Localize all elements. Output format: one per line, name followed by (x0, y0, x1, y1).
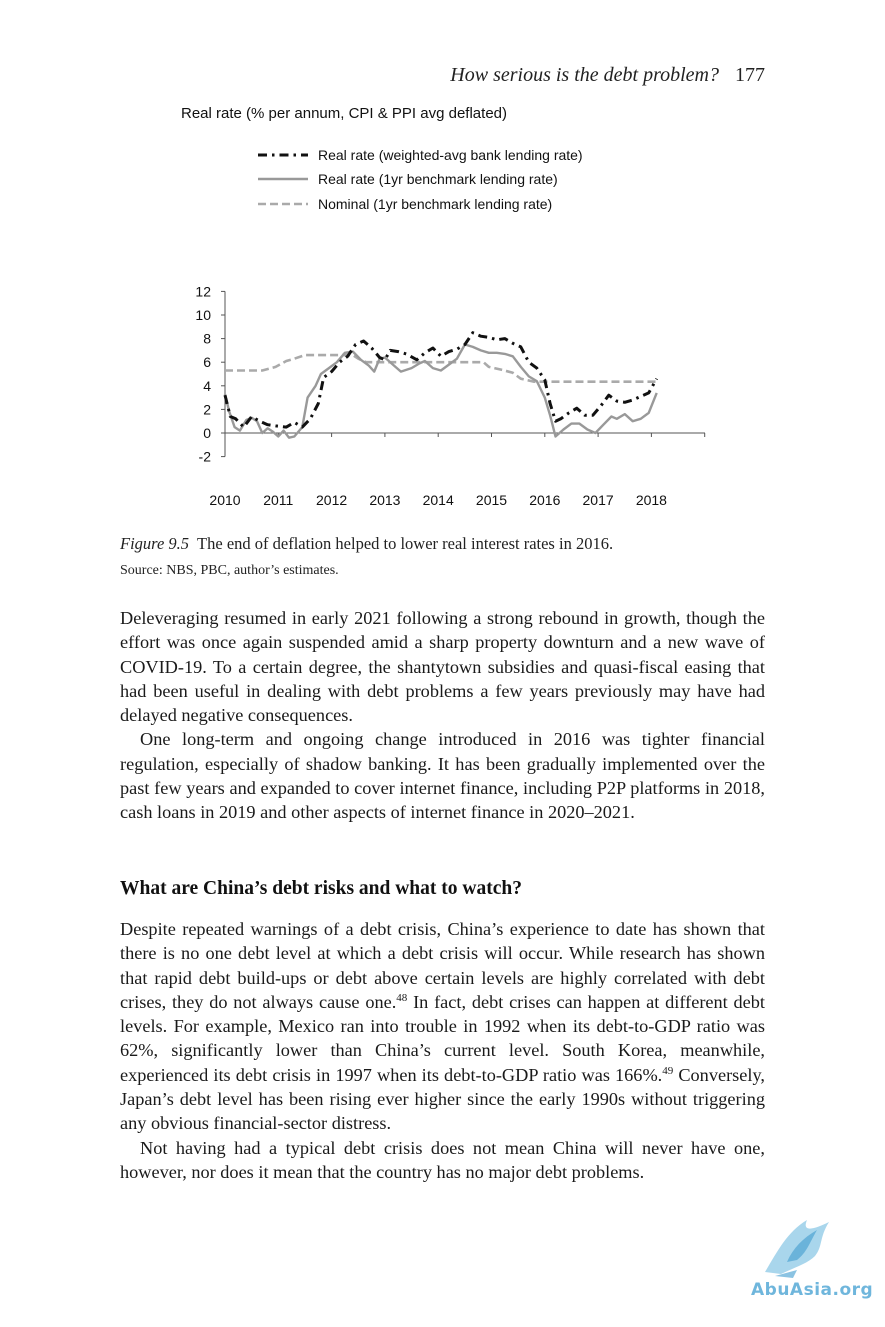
series-line-2 (223, 343, 658, 439)
y-tick-label: 10 (195, 307, 211, 323)
running-title: How serious is the debt problem? (450, 64, 719, 86)
paragraph-3: Despite repeated warnings of a debt cris… (120, 917, 765, 1136)
footnote-ref-48[interactable]: 48 (396, 991, 408, 1004)
y-tick-label: 8 (203, 331, 211, 347)
watermark: AbuAsia.org (745, 1212, 885, 1317)
body-text-upper: Deleveraging resumed in early 2021 follo… (120, 606, 765, 825)
running-head: How serious is the debt problem? 177 (120, 64, 765, 87)
figure-label: Figure 9.5 (120, 534, 190, 553)
y-tick-label: 2 (203, 401, 211, 417)
real-rate-line-chart: 12 10 8 6 4 2 0 -2 2010 2011 2012 2013 2014 2015 2016 2… (195, 147, 706, 508)
bird-logo-icon (765, 1220, 829, 1278)
footnote-ref-49[interactable]: 49 (662, 1064, 674, 1077)
y-tick-label: 12 (195, 283, 211, 299)
x-tick-label: 2013 (369, 492, 400, 508)
x-tick-label: 2011 (263, 492, 293, 508)
paragraph-1: Deleveraging resumed in early 2021 follo… (120, 608, 765, 726)
legend-label-2: Real rate (1yr benchmark lending rate) (318, 171, 558, 187)
series-line-1 (223, 331, 659, 429)
y-tick-label: 6 (203, 354, 211, 370)
chart-y-axis-label: Real rate (% per annum, CPI & PPI avg de… (181, 105, 507, 122)
x-tick-label: 2012 (316, 492, 347, 508)
y-tick-label: -2 (199, 449, 212, 465)
paragraph-4: Not having had a typical debt crisis doe… (120, 1137, 765, 1182)
body-text-lower: Despite repeated warnings of a debt cris… (120, 917, 765, 1184)
figure-source: Source: NBS, PBC, author’s estimates. (120, 563, 339, 578)
paragraph-3-part-2: In fact, debt crises can happen at diffe… (120, 991, 765, 1085)
legend-label-1: Real rate (weighted-avg bank lending rat… (318, 147, 583, 163)
x-tick-label: 2017 (583, 492, 614, 508)
y-tick-label: 4 (203, 378, 211, 394)
series-line-3 (225, 353, 660, 383)
x-tick-label: 2015 (476, 492, 507, 508)
x-tick-label: 2018 (636, 492, 667, 508)
legend-label-3: Nominal (1yr benchmark lending rate) (318, 196, 552, 212)
x-tick-label: 2014 (423, 492, 454, 508)
x-tick-label: 2016 (529, 492, 560, 508)
figure-caption-text: The end of deflation helped to lower rea… (197, 534, 614, 553)
watermark-text: AbuAsia.org (751, 1280, 874, 1300)
y-tick-label: 0 (203, 425, 211, 441)
paragraph-3-part-3: Conversely, Japan’s debt level has been … (120, 1064, 765, 1134)
paragraph-3-part-1: Despite repeated warnings of a debt cris… (120, 919, 765, 1012)
page-number: 177 (735, 64, 765, 86)
figure-caption: Figure 9.5 The end of deflation helped to… (120, 534, 765, 554)
section-heading: What are China’s debt risks and what to … (120, 878, 522, 899)
paragraph-2: One long-term and ongoing change introdu… (120, 729, 765, 823)
x-tick-label: 2010 (209, 492, 240, 508)
